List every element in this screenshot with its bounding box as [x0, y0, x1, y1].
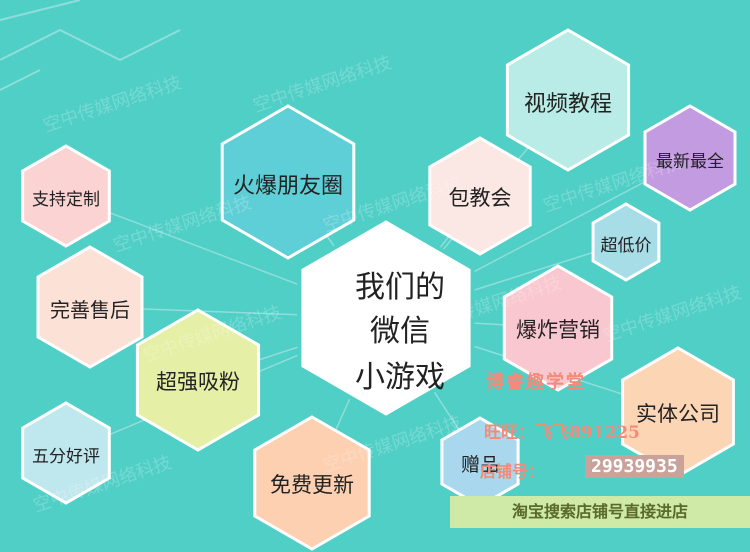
hex-after-sales-label: 完善售后	[50, 298, 130, 322]
promo-wangwang: 旺旺：飞飞891225	[484, 423, 640, 443]
promo-bar: 淘宝搜索店铺号直接进店	[450, 496, 750, 528]
hex-customizable	[21, 144, 111, 248]
hex-super-low-price-label: 超低价	[600, 235, 652, 256]
hex-guaranteed-learning	[428, 136, 532, 256]
hex-video-tutorial-label: 视频教程	[523, 91, 612, 117]
hex-free-updates-label: 免费更新	[270, 473, 354, 498]
promo-shop-number: 29939935	[585, 455, 684, 478]
hex-guaranteed-learning-label: 包教会	[448, 186, 512, 211]
hex-explosive-marketing	[502, 264, 614, 392]
hex-super-low-price	[591, 202, 661, 282]
hex-viral-moments	[220, 104, 356, 260]
hex-five-star-review	[21, 401, 111, 505]
hex-viral-moments-label: 火爆朋友圈	[232, 173, 343, 199]
hex-five-star-review-label: 五分好评	[32, 446, 100, 467]
center-hexagon	[297, 215, 475, 421]
hex-customizable-label: 支持定制	[32, 189, 100, 210]
hex-explosive-marketing-label: 爆炸营销	[516, 318, 600, 343]
hex-newest-complete	[643, 104, 737, 212]
center-line-1: 我们的	[355, 270, 445, 305]
hex-video-tutorial	[505, 28, 631, 172]
hex-strong-fans-label: 超强吸粉	[156, 370, 240, 395]
hex-free-updates	[253, 415, 371, 551]
hex-after-sales	[36, 245, 144, 369]
center-line-2: 微信	[370, 314, 430, 349]
corner-decor	[0, 0, 181, 91]
hex-gift-label: 赠品	[460, 453, 499, 476]
promo-title: 博睿趣学堂	[486, 372, 586, 393]
hex-strong-fans	[135, 308, 261, 452]
promo-shop-label: 店铺号：	[480, 462, 545, 481]
center-line-3: 小游戏	[355, 360, 445, 395]
hex-physical-company-label: 实体公司	[636, 402, 720, 427]
hex-newest-complete-label: 最新最全	[656, 151, 724, 172]
